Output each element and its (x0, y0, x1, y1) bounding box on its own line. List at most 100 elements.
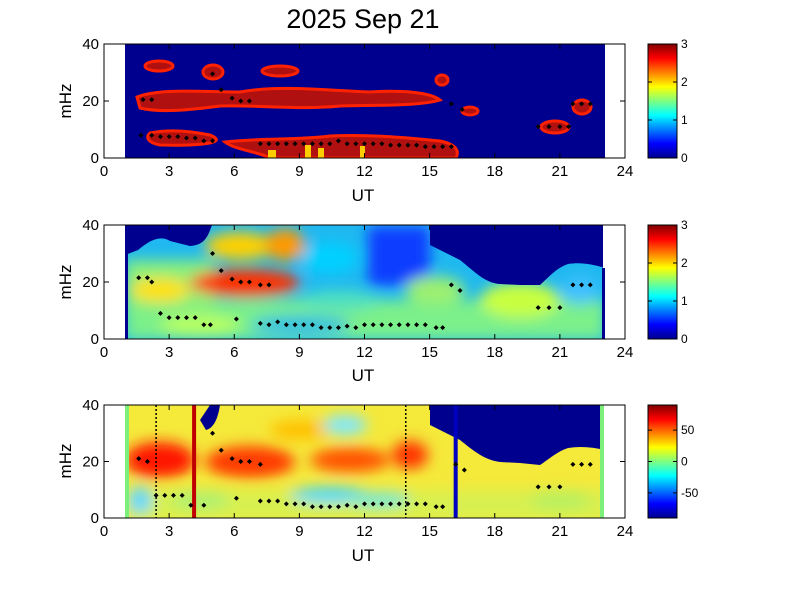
peak-marker (579, 461, 585, 467)
panel-3-colorbar-ticks: 50 0 -50 (648, 423, 699, 500)
peak-marker (344, 141, 350, 147)
peak-marker (136, 275, 142, 281)
panel-3-colorbar (647, 404, 678, 519)
peak-marker (179, 492, 185, 498)
panel-2-field (302, 242, 358, 274)
peak-marker (257, 461, 263, 467)
colorbar-tick-label: 3 (681, 37, 688, 51)
peak-marker (275, 498, 281, 504)
peak-marker (149, 279, 155, 285)
x-tick-label: 15 (421, 163, 438, 180)
peak-marker (207, 322, 213, 328)
peak-marker (183, 135, 189, 141)
peak-marker (301, 501, 307, 507)
y-tick-label: 40 (82, 217, 99, 234)
panel-1-colorbar-ticks: 0 1 2 3 (648, 37, 688, 165)
peak-marker (192, 315, 198, 321)
peak-marker (201, 138, 207, 144)
panel-1-spot (360, 146, 365, 158)
peak-marker (335, 504, 341, 510)
peak-marker (461, 467, 467, 473)
peak-marker (210, 138, 216, 144)
panel-2-field (300, 290, 380, 310)
panel-3-edge-right (600, 405, 604, 518)
peak-marker (440, 325, 446, 331)
peak-marker (283, 322, 289, 328)
x-tick-label: 12 (356, 163, 373, 180)
peak-marker (166, 134, 172, 140)
colorbar-tick-label: 0 (681, 332, 688, 346)
panel-2-nodata-mask (125, 225, 605, 285)
peak-marker (275, 141, 281, 147)
peak-marker (233, 316, 239, 322)
x-tick-label: 21 (552, 163, 569, 180)
panel-2-field (265, 229, 305, 261)
peak-marker (266, 282, 272, 288)
panel-3-field (170, 490, 230, 510)
panel-3-peaks (136, 430, 593, 510)
peak-marker (535, 484, 541, 490)
x-tick-label: 24 (617, 163, 634, 180)
peak-marker (157, 134, 163, 140)
peak-marker (238, 459, 244, 464)
panel-2-colorbar-ticks: 0 1 2 3 (648, 218, 688, 346)
panel-1-ylabel: mHz (56, 84, 75, 119)
panel-3-xlabel: UT (352, 546, 375, 565)
peak-marker (587, 282, 593, 288)
peak-marker (136, 456, 142, 462)
panel-1-blob (571, 98, 593, 116)
panel-2-field (190, 269, 300, 297)
peak-marker (140, 97, 146, 103)
panel-3-field (350, 492, 410, 508)
panel-3-field (270, 420, 330, 440)
x-tick-label: 9 (295, 523, 303, 540)
colorbar-tick-label: 1 (681, 113, 688, 127)
x-tick-label: 9 (295, 163, 303, 180)
y-tick-label: 20 (82, 274, 99, 291)
panel-3-field (323, 415, 367, 435)
peak-marker (422, 144, 428, 150)
peak-marker (266, 141, 272, 147)
peak-marker (440, 504, 446, 510)
peak-marker (579, 101, 585, 107)
peak-marker (229, 95, 235, 101)
peak-marker (192, 135, 198, 141)
peak-marker (396, 142, 402, 148)
peak-marker (422, 322, 428, 328)
peak-marker (257, 498, 263, 504)
peak-marker (257, 141, 263, 147)
peak-marker (175, 134, 181, 140)
peak-marker (210, 71, 216, 77)
panel-2-field (130, 278, 190, 302)
peak-marker (362, 322, 367, 328)
peak-marker (301, 322, 307, 328)
peak-marker (246, 98, 252, 104)
peak-marker (257, 282, 263, 288)
peak-marker (210, 251, 216, 256)
panel-2-colorbar (647, 224, 678, 340)
peak-marker (162, 492, 168, 498)
peak-marker (405, 501, 411, 507)
panel-2-y-ticks: 0 20 40 (82, 217, 625, 348)
y-tick-label: 40 (82, 397, 99, 414)
peak-marker (175, 315, 181, 321)
panel-2-peaks (136, 251, 593, 331)
peak-marker (238, 98, 244, 104)
peak-marker (388, 501, 394, 507)
figure-title: 2025 Sep 21 (286, 4, 439, 34)
panel-3-field (392, 441, 428, 469)
peak-marker (292, 501, 298, 507)
panel-2-x-ticks: 0 3 6 9 12 15 18 21 24 (100, 225, 633, 361)
peak-marker (257, 320, 263, 326)
y-tick-label: 20 (82, 454, 99, 471)
x-tick-label: 15 (421, 523, 438, 540)
peak-marker (266, 322, 272, 328)
peak-marker (546, 305, 552, 311)
colorbar-tick-label: 1 (681, 294, 688, 308)
panel-3-field (128, 486, 152, 514)
peak-marker (335, 325, 341, 331)
peak-marker (149, 97, 155, 103)
colorbar-tick-label: -50 (681, 486, 699, 500)
peak-marker (229, 456, 235, 462)
x-tick-label: 3 (165, 163, 173, 180)
